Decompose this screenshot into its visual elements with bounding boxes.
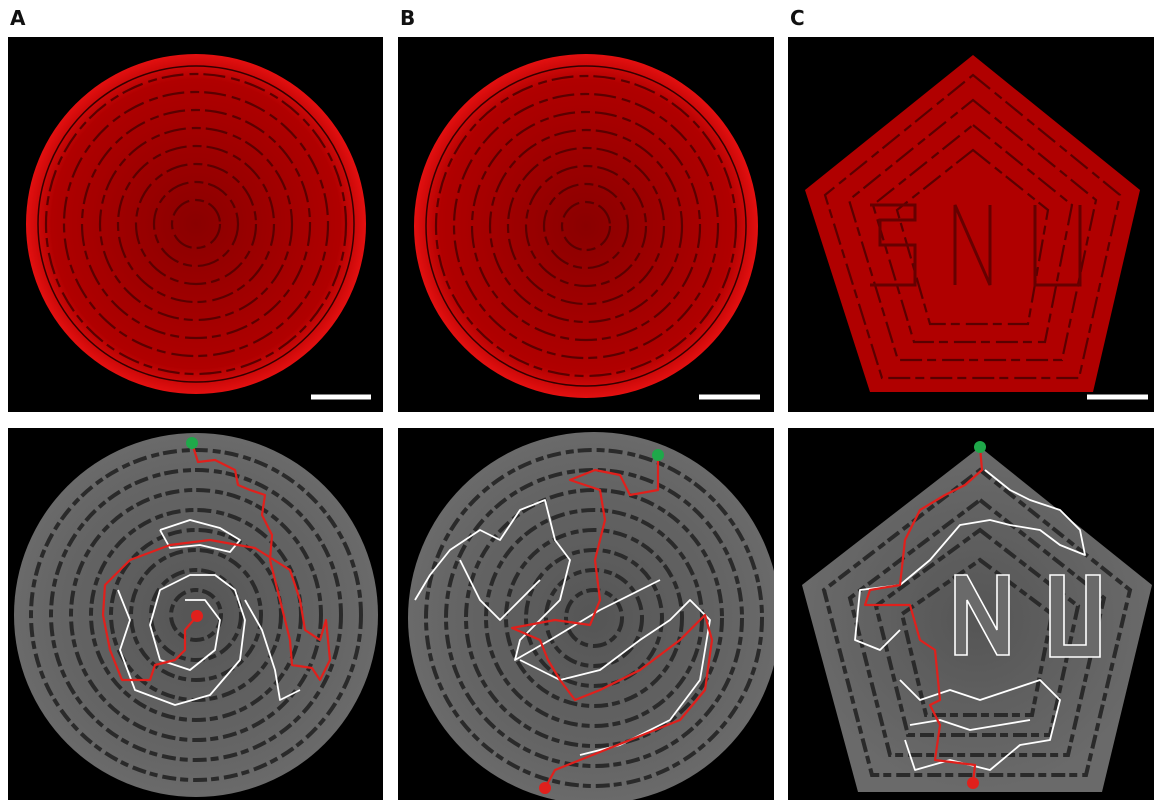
maze-disk (26, 54, 366, 394)
start-point (186, 437, 198, 449)
start-point (974, 441, 986, 453)
start-point (652, 449, 664, 461)
maze-disk (414, 54, 758, 398)
panel-label: A (10, 6, 26, 30)
panel-label: C (790, 6, 805, 30)
end-point (191, 610, 203, 622)
figure: A B C (0, 0, 1154, 800)
end-point (539, 782, 551, 794)
end-point (967, 777, 979, 789)
panel-label: B (400, 6, 415, 30)
